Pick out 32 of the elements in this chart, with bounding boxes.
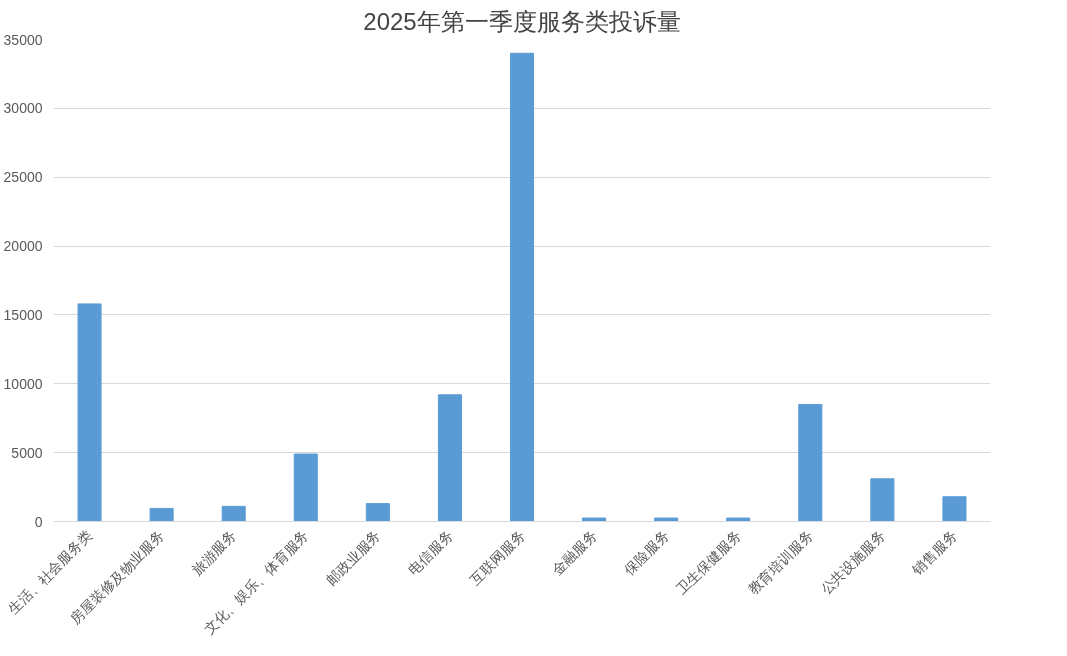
bar	[509, 52, 535, 522]
y-tick-label: 25000	[3, 169, 43, 186]
x-tick-label: 旅游服务	[188, 526, 240, 578]
y-tick-label: 15000	[3, 306, 43, 323]
x-tick-label: 销售服务	[908, 526, 961, 579]
x-tick-label: 教育培训服务	[745, 526, 816, 598]
chart-title: 2025年第一季度服务类投诉量	[363, 7, 681, 35]
bar	[582, 517, 607, 522]
bar	[293, 453, 318, 522]
x-tick-label: 邮政业服务	[322, 526, 384, 588]
x-tick-label: 金融服务	[548, 526, 600, 578]
x-tick-label: 公共设施服务	[817, 526, 889, 598]
bar	[870, 478, 895, 522]
bar	[221, 505, 246, 522]
y-tick-label: 30000	[3, 100, 43, 117]
bar	[726, 517, 751, 522]
bar	[365, 503, 390, 522]
x-tick-label: 电信服务	[404, 526, 456, 578]
bar	[654, 517, 679, 522]
y-tick-label: 20000	[3, 238, 43, 255]
y-tick-label: 35000	[3, 31, 43, 48]
bar	[437, 394, 462, 522]
x-tick-label: 互联网服务	[466, 526, 528, 588]
bar	[149, 507, 174, 522]
y-tick-label: 0	[34, 513, 43, 530]
bar	[942, 496, 967, 522]
x-tick-label: 保险服务	[620, 526, 672, 578]
bar	[77, 303, 102, 522]
y-tick-label: 10000	[3, 375, 43, 392]
y-tick-label: 5000	[11, 444, 43, 461]
x-tick-label: 卫生保健服务	[673, 526, 744, 598]
bar	[798, 403, 823, 522]
